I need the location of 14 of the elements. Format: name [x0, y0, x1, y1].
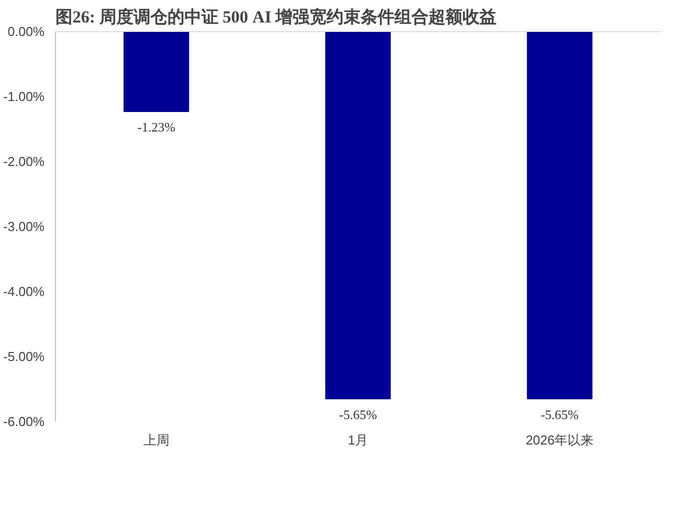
- data-label: -5.65%: [540, 406, 579, 422]
- y-tick-label: -4.00%: [3, 284, 45, 299]
- x-tick-label: 1月: [348, 432, 368, 448]
- y-tick-label: -3.00%: [3, 219, 45, 234]
- y-tick-label: -5.00%: [3, 349, 45, 364]
- chart-title: 图26: 周度调仓的中证 500 AI 增强宽约束条件组合超额收益: [56, 8, 497, 26]
- data-label: -5.65%: [339, 406, 378, 422]
- y-tick-label: -2.00%: [3, 154, 45, 169]
- y-tick-label: 0.00%: [8, 24, 45, 39]
- y-tick-label: -6.00%: [3, 414, 45, 429]
- x-tick-label: 2026年以来: [526, 432, 594, 448]
- x-tick-label: 上周: [143, 432, 170, 448]
- y-tick-label: -1.00%: [3, 89, 45, 104]
- data-label: -1.23%: [137, 119, 176, 134]
